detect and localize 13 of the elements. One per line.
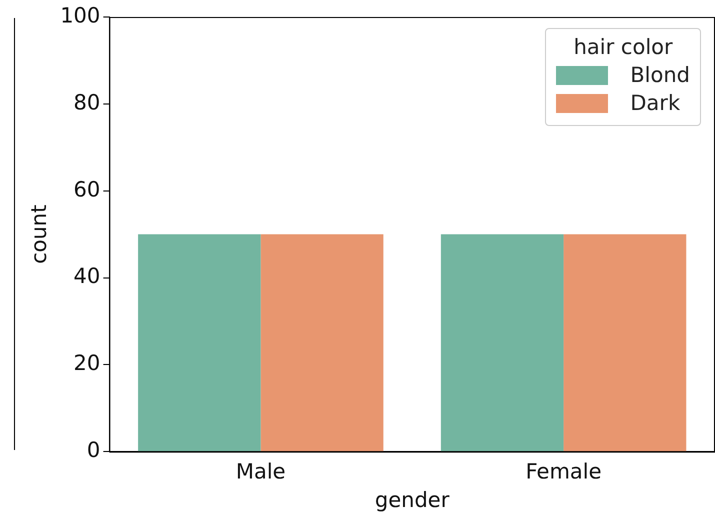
x-tick-label: Male (236, 460, 286, 484)
y-tick-label: 80 (74, 90, 100, 114)
legend-label: Blond (630, 63, 690, 87)
y-tick-label: 60 (74, 177, 100, 202)
y-tick-label: 100 (60, 3, 100, 28)
x-tick-label: Female (526, 460, 602, 484)
x-axis-title: gender (374, 488, 450, 512)
y-tick-label: 40 (74, 264, 100, 288)
legend-title: hair color (572, 35, 674, 59)
y-tick-label: 0 (86, 438, 100, 462)
legend-label: Dark (630, 91, 680, 115)
y-tick-label: 20 (74, 351, 100, 376)
y-axis-title: count (27, 204, 52, 264)
